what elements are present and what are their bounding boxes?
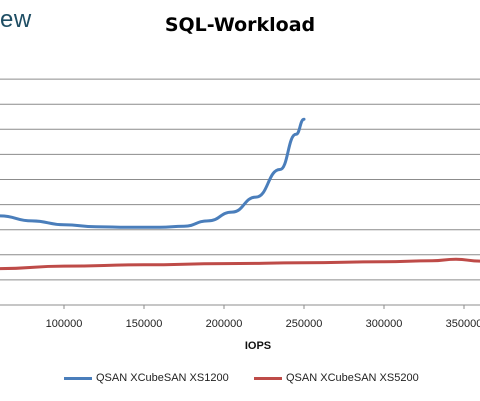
x-tick-label-4: 300000 (366, 318, 403, 330)
series-line-1 (0, 257, 480, 271)
gridlines (0, 78, 480, 306)
legend-swatch-xs5200 (254, 376, 282, 380)
legend: QSAN XCubeSAN XS1200 QSAN XCubeSAN XS520… (0, 372, 480, 388)
x-tick-labels: 100000 150000 200000 250000 300000 350000 (46, 305, 480, 330)
legend-item-xs5200: QSAN XCubeSAN XS5200 (254, 372, 419, 384)
x-axis-title: IOPS (245, 340, 271, 352)
legend-item-xs1200: QSAN XCubeSAN XS1200 (64, 372, 229, 384)
x-tick-label-1: 150000 (126, 318, 163, 330)
x-tick-label-2: 200000 (206, 318, 243, 330)
chart-title: SQL-Workload (164, 14, 316, 36)
x-tick-label-3: 250000 (286, 318, 323, 330)
series-lines (0, 117, 480, 271)
brand-logo-text: ew (0, 6, 32, 33)
legend-swatch-xs1200 (64, 376, 92, 380)
x-tick-label-0: 100000 (46, 318, 83, 330)
legend-label-xs1200: QSAN XCubeSAN XS1200 (96, 372, 229, 384)
legend-label-xs5200: QSAN XCubeSAN XS5200 (286, 372, 419, 384)
series-line-0 (0, 117, 306, 229)
x-tick-label-5: 350000 (446, 318, 480, 330)
